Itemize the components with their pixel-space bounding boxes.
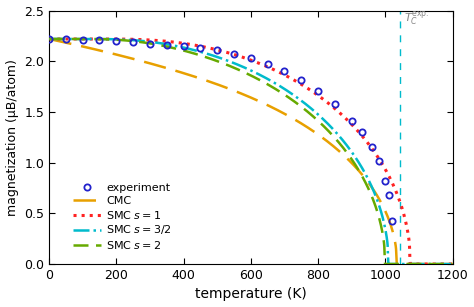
Y-axis label: magnetization (μB/atom): magnetization (μB/atom) [6,59,18,216]
Legend: experiment, CMC, SMC $s=1$, SMC $s=3/2$, SMC $s=2$: experiment, CMC, SMC $s=1$, SMC $s=3/2$,… [71,181,174,253]
X-axis label: temperature (K): temperature (K) [195,287,307,301]
Text: $T_C^{\mathregular{exp.}}$: $T_C^{\mathregular{exp.}}$ [404,10,429,28]
